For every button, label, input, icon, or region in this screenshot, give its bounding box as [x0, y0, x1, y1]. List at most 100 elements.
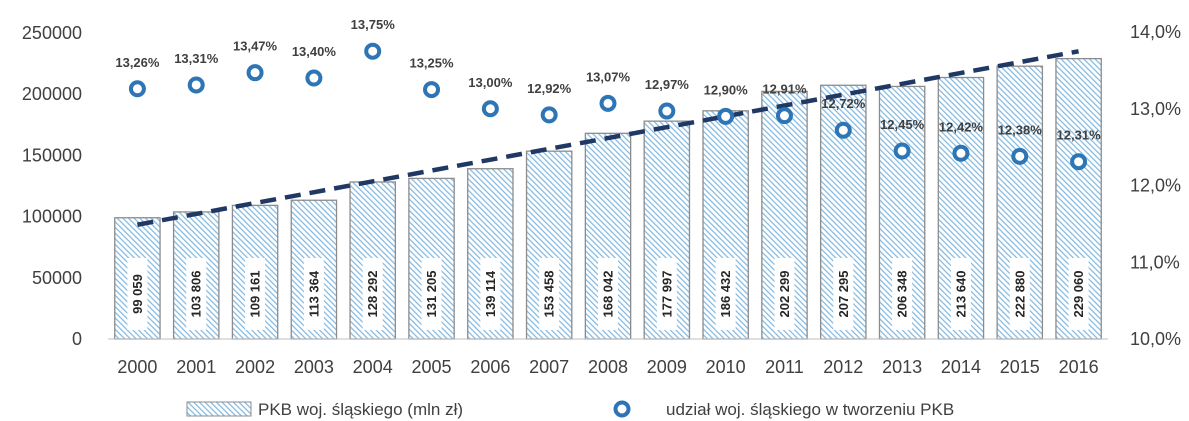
share-point-label: 13,25% — [409, 56, 454, 71]
bar-value-label: 103 806 — [189, 271, 204, 318]
left-axis-tick-label: 150000 — [22, 145, 82, 165]
bar-value-label: 168 042 — [601, 271, 616, 318]
share-point — [364, 42, 382, 60]
bar-value-label: 222 880 — [1012, 270, 1027, 317]
right-axis-tick-label: 12,0% — [1130, 176, 1181, 196]
share-point — [481, 100, 499, 118]
share-point-label: 13,47% — [233, 39, 278, 54]
trendline — [137, 49, 1079, 227]
x-axis-tick-label: 2006 — [470, 357, 510, 377]
legend-bar-swatch — [186, 401, 252, 417]
bar-value-label: 186 432 — [718, 271, 733, 318]
share-point — [717, 107, 735, 125]
bar-value-label: 213 640 — [953, 271, 968, 318]
point-series: 13,26% 13,31% 13,47% 13,40% 13,75% 13,25% 13,0… — [115, 17, 1102, 171]
bar-label-box — [598, 258, 618, 330]
bar-value-label: 206 348 — [895, 271, 910, 318]
left-axis-tick-label: 100000 — [22, 207, 82, 227]
share-point — [834, 121, 852, 139]
legend-point-swatch — [613, 400, 631, 418]
x-axis-tick-label: 2015 — [1000, 357, 1040, 377]
x-axis-tick-label: 2014 — [941, 357, 981, 377]
x-axis-tick-label: 2005 — [412, 357, 452, 377]
left-axis-tick-label: 0 — [72, 329, 82, 349]
share-point — [775, 107, 793, 125]
bar-label-box — [774, 258, 795, 330]
share-point — [187, 76, 205, 94]
share-point — [952, 144, 970, 162]
share-point-label: 12,97% — [645, 77, 690, 92]
right-axis-tick-label: 14,0% — [1130, 22, 1181, 42]
bar-value-label: 113 364 — [306, 270, 321, 317]
share-point — [246, 64, 264, 82]
bar-value-label: 177 997 — [659, 271, 674, 318]
x-axis-tick-label: 2016 — [1059, 357, 1099, 377]
bar-series: 99 059 103 806 109 161 113 364 128 292 131 20… — [108, 57, 1108, 340]
bar-label-box — [715, 258, 736, 330]
legend-bar-label: PKB woj. śląskiego (mln zł) — [258, 400, 463, 419]
x-axis-tick-label: 2009 — [647, 357, 687, 377]
share-point-label: 12,91% — [762, 82, 807, 97]
bar-label-box — [892, 258, 913, 330]
share-point-label: 12,45% — [880, 117, 925, 132]
x-axis-tick-label: 2011 — [765, 357, 804, 377]
bar-label-box — [1068, 258, 1089, 330]
bar-label-box — [656, 258, 677, 330]
share-point — [540, 106, 558, 124]
bar-value-label: 99 059 — [130, 274, 145, 314]
legend: PKB woj. śląskiego (mln zł) udział woj. ś… — [186, 400, 954, 419]
share-point-label: 13,75% — [351, 17, 396, 32]
x-axis-tick-label: 2000 — [117, 357, 157, 377]
x-axis-tick-label: 2007 — [529, 357, 569, 377]
right-axis-tick-label: 10,0% — [1130, 329, 1181, 349]
share-point — [1011, 147, 1029, 165]
share-point — [128, 80, 146, 98]
legend-point-label: udział woj. śląskiego w tworzeniu PKB — [666, 400, 954, 419]
left-axis-tick-label: 200000 — [22, 84, 82, 104]
bar-label-box — [421, 258, 442, 330]
bar-label-box — [480, 258, 501, 330]
bar-value-label: 153 458 — [542, 271, 557, 318]
x-axis: 2000 2001 2002 2003 2004 2005 2006 2007 2008 2009… — [117, 357, 1098, 377]
bar-label-box — [833, 258, 854, 330]
x-axis-tick-label: 2010 — [706, 357, 746, 377]
bar-label-box — [303, 258, 324, 330]
bar-value-label: 207 295 — [836, 271, 851, 318]
share-point-label: 13,07% — [586, 69, 631, 84]
share-point — [423, 81, 441, 99]
bar-value-label: 109 161 — [248, 271, 263, 318]
share-point-label: 12,72% — [821, 96, 866, 111]
left-axis: 0 50000 100000 150000 200000 250000 — [22, 23, 82, 349]
bar-label-box — [950, 258, 971, 330]
share-point-label: 12,42% — [939, 119, 984, 134]
bar-label-box — [186, 258, 207, 330]
right-axis-tick-label: 13,0% — [1130, 99, 1181, 119]
x-axis-tick-label: 2013 — [882, 357, 922, 377]
share-point-label: 13,26% — [115, 55, 160, 70]
bar-value-label: 202 299 — [777, 271, 792, 318]
x-axis-tick-label: 2008 — [588, 357, 628, 377]
bar-value-label: 131 205 — [424, 271, 439, 318]
x-axis-tick-label: 2002 — [235, 357, 275, 377]
left-axis-tick-label: 50000 — [32, 268, 82, 288]
share-point-label: 12,92% — [527, 81, 572, 96]
share-point-label: 12,38% — [998, 122, 1043, 137]
left-axis-tick-label: 250000 — [22, 23, 82, 43]
share-point-label: 12,90% — [704, 82, 749, 97]
bar-label-box — [127, 258, 148, 330]
share-point-label: 13,40% — [292, 44, 337, 59]
bar-label-box — [1009, 258, 1030, 330]
share-point-label: 13,00% — [468, 75, 513, 90]
share-point — [1070, 153, 1088, 171]
x-axis-tick-label: 2001 — [176, 357, 216, 377]
x-axis-tick-label: 2012 — [823, 357, 863, 377]
share-point — [305, 69, 323, 87]
bar-value-label: 128 292 — [365, 271, 380, 318]
x-axis-tick-label: 2004 — [353, 357, 393, 377]
share-point-label: 12,31% — [1057, 128, 1102, 143]
x-axis-tick-label: 2003 — [294, 357, 334, 377]
share-point — [658, 102, 676, 120]
share-point — [599, 94, 617, 112]
bar-label-box — [245, 258, 266, 330]
